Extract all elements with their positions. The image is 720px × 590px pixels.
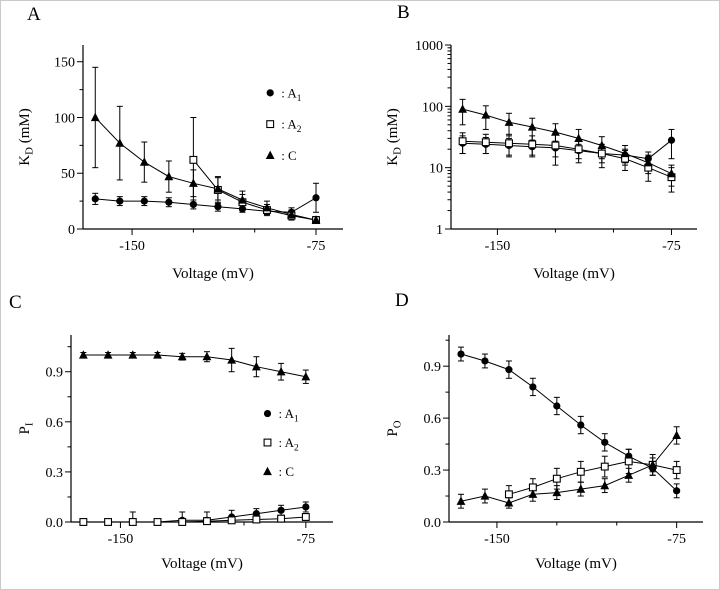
svg-text:Voltage (mV): Voltage (mV) bbox=[172, 266, 254, 282]
svg-text:PO: PO bbox=[385, 420, 404, 436]
svg-text:KD (mM): KD (mM) bbox=[385, 108, 404, 165]
svg-text:0.6: 0.6 bbox=[46, 416, 64, 431]
svg-text:: A1: : A1 bbox=[281, 85, 302, 104]
svg-text:-150: -150 bbox=[108, 532, 134, 547]
panel-label-d: D bbox=[395, 290, 409, 311]
svg-text:100: 100 bbox=[422, 100, 443, 115]
svg-text:Voltage (mV): Voltage (mV) bbox=[533, 266, 615, 282]
svg-text:1000: 1000 bbox=[415, 39, 443, 54]
svg-text:150: 150 bbox=[54, 56, 75, 71]
chart-panel-a-kd-linear: -150 -75 0 50 100 150 Voltage (mV) KD (mM) : A1:… bbox=[17, 45, 343, 282]
svg-text:-75: -75 bbox=[667, 532, 686, 547]
chart-panel-c-pi: -150 -75 0.0 0.3 0.6 0.9 Voltage (mV) PI : A1 : A… bbox=[17, 335, 333, 572]
svg-text:1: 1 bbox=[436, 223, 443, 238]
svg-text:Voltage (mV): Voltage (mV) bbox=[161, 556, 243, 572]
svg-text:0.9: 0.9 bbox=[46, 366, 64, 381]
svg-text:: C: : C bbox=[279, 464, 295, 479]
panel-label-a: A bbox=[27, 4, 41, 25]
panel-label-b: B bbox=[397, 2, 410, 23]
svg-text:100: 100 bbox=[54, 111, 75, 126]
svg-text:: C: : C bbox=[281, 148, 297, 163]
svg-text:10: 10 bbox=[429, 162, 443, 177]
svg-text:-150: -150 bbox=[119, 239, 145, 254]
svg-text:0: 0 bbox=[68, 223, 75, 238]
svg-text:Voltage (mV): Voltage (mV) bbox=[535, 556, 617, 572]
svg-text:-75: -75 bbox=[296, 532, 315, 547]
chart-panel-b-kd-log: -150 -75 1 10 100 1000 Voltage (mV) KD (mM) bbox=[385, 39, 697, 282]
svg-text:KD (mM): KD (mM) bbox=[17, 108, 36, 165]
svg-text:: A1: : A1 bbox=[279, 406, 300, 425]
svg-text:0.6: 0.6 bbox=[424, 412, 442, 427]
panel-label-c: C bbox=[9, 292, 22, 313]
svg-text:: A2: : A2 bbox=[281, 117, 302, 135]
svg-text:0.3: 0.3 bbox=[46, 466, 64, 481]
svg-text:-75: -75 bbox=[662, 239, 681, 254]
svg-text:0.0: 0.0 bbox=[46, 516, 64, 531]
svg-text:-75: -75 bbox=[307, 239, 326, 254]
svg-text:-150: -150 bbox=[485, 239, 511, 254]
svg-text:50: 50 bbox=[61, 167, 75, 182]
svg-text:: A2: : A2 bbox=[279, 435, 300, 454]
svg-text:PI: PI bbox=[17, 422, 36, 434]
svg-text:0.3: 0.3 bbox=[424, 464, 442, 479]
svg-text:0.9: 0.9 bbox=[424, 360, 442, 375]
svg-text:-150: -150 bbox=[484, 532, 510, 547]
chart-panel-d-po: -150 -75 0.0 0.3 0.6 0.9 Voltage (mV) PO bbox=[385, 335, 703, 572]
svg-text:0.0: 0.0 bbox=[424, 516, 442, 531]
